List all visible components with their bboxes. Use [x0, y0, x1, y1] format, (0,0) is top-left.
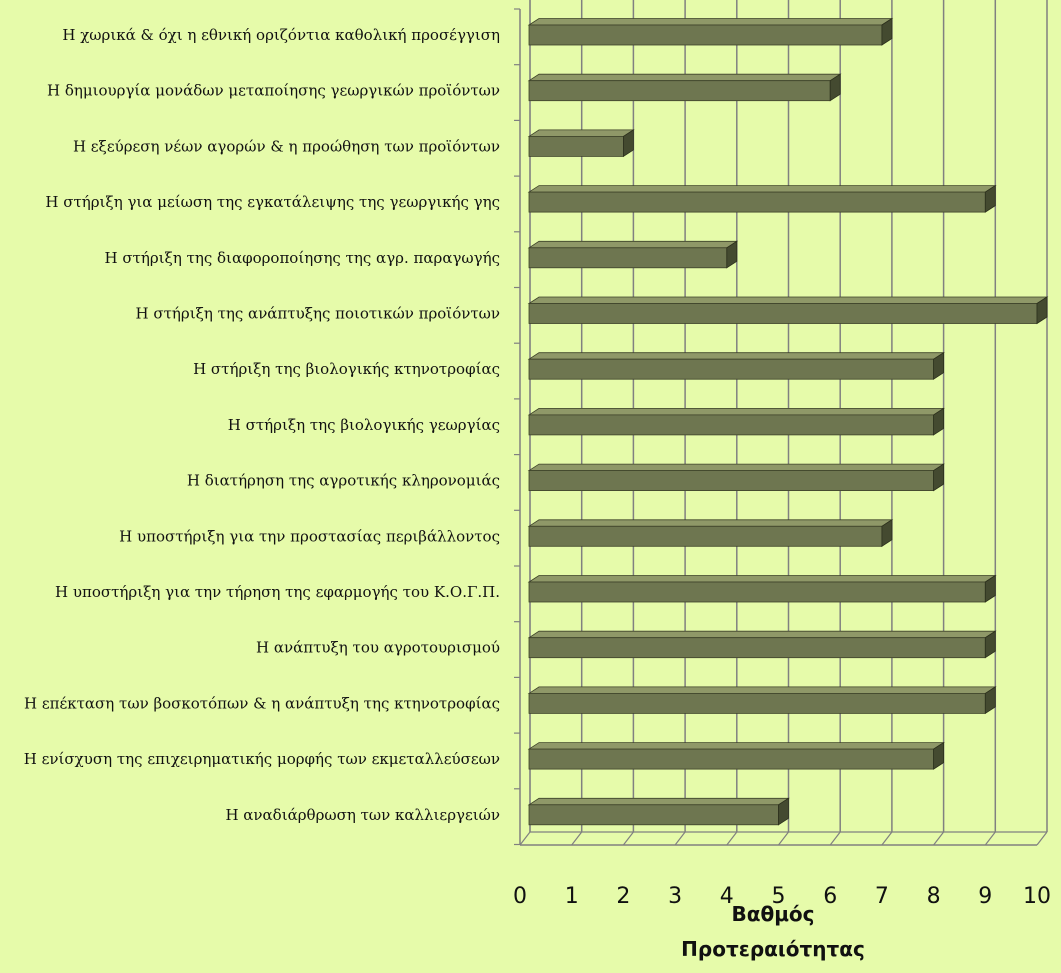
bar-9 [528, 525, 883, 547]
bar-14 [528, 804, 779, 826]
bar-11 [528, 637, 986, 659]
bar-side-13 [933, 741, 944, 770]
bar-side-5 [1036, 296, 1048, 325]
bar-side-14 [778, 797, 789, 826]
floor-gridline-1 [571, 831, 583, 846]
floor-gridline-5 [778, 831, 789, 846]
bar-10 [528, 581, 986, 603]
category-label-14: Η αναδιάρθρωση των καλλιεργειών [225, 806, 500, 824]
category-label-0: Η χωρικά & όχι η εθνική οριζόντια καθολι… [62, 26, 500, 44]
bar-side-6 [933, 351, 944, 380]
bar-side-1 [829, 73, 841, 102]
x-tick-label-4: 4 [720, 884, 734, 909]
bar-top-2 [527, 129, 635, 137]
floor-gridline-10 [1036, 831, 1048, 846]
floor-gridline-9 [984, 831, 996, 846]
bar-4 [528, 247, 728, 269]
floor-gridline-3 [674, 831, 686, 846]
bar-13 [528, 748, 935, 770]
bar-8 [528, 470, 935, 492]
bar-3 [528, 191, 986, 213]
x-tick-label-10: 10 [1023, 884, 1051, 909]
category-label-13: Η ενίσχυση της επιχειρηματικής μορφής τω… [24, 750, 500, 768]
bar-top-10 [527, 575, 997, 583]
bar-1 [528, 80, 831, 102]
bar-top-8 [527, 463, 945, 472]
bar-12 [528, 693, 986, 714]
x-tick-label-5: 5 [772, 884, 786, 909]
bar-7 [528, 414, 935, 436]
bar-side-8 [933, 463, 944, 492]
bar-2 [528, 135, 624, 157]
x-tick-label-2: 2 [616, 884, 630, 909]
bar-side-3 [984, 184, 996, 213]
x-tick-label-6: 6 [823, 884, 837, 909]
category-label-12: Η επέκταση των βοσκοτόπων & η ανάπτυξη τ… [24, 694, 500, 712]
bar-top-11 [527, 630, 997, 639]
bar-side-9 [881, 519, 893, 548]
category-label-10: Η υποστήριξη για την τήρηση της εφαρμογή… [55, 583, 500, 601]
bar-side-0 [881, 17, 893, 46]
bar-0 [528, 24, 883, 46]
bar-top-9 [527, 519, 894, 527]
bar-side-10 [984, 574, 996, 603]
bar-top-4 [527, 240, 739, 249]
category-label-4: Η στήριξη της διαφοροποίησης της αγρ. πα… [104, 249, 500, 267]
floor-gridline-6 [829, 831, 841, 846]
x-tick-label-1: 1 [565, 884, 579, 909]
bar-top-14 [527, 797, 790, 806]
bar-top-13 [527, 742, 945, 750]
x-tick-label-9: 9 [978, 884, 992, 909]
floor-gridline-8 [933, 831, 945, 846]
category-label-2: Η εξεύρεση νέων αγορών & η προώθηση των … [73, 137, 500, 155]
bar-top-12 [527, 686, 997, 694]
bar-side-12 [984, 686, 996, 715]
category-label-11: Η ανάπτυξη του αγροτουρισμού [256, 639, 500, 657]
bar-top-7 [527, 407, 945, 416]
category-label-9: Η υποστήριξη για την προστασίας περιβάλλ… [119, 527, 500, 545]
floor-gridline-4 [726, 831, 738, 846]
x-axis-title-line-1: Βαθμός [731, 902, 814, 926]
bar-top-5 [527, 296, 1049, 304]
bar-side-2 [623, 129, 634, 158]
bar-top-0 [527, 18, 894, 26]
floor-gridline-0 [519, 831, 531, 846]
x-tick-label-7: 7 [875, 884, 889, 909]
x-tick-label-3: 3 [668, 884, 682, 909]
x-axis-title-line-2: Προτεραιότητας [681, 937, 865, 961]
bar-6 [528, 358, 935, 380]
bar-5 [528, 303, 1038, 324]
category-label-8: Η διατήρηση της αγροτικής κληρονομιάς [187, 472, 500, 490]
floor-gridline-2 [622, 831, 634, 846]
category-label-3: Η στήριξη για μείωση της εγκατάλειψης τη… [45, 193, 500, 211]
category-label-6: Η στήριξη της βιολογικής κτηνοτροφίας [193, 360, 500, 378]
bar-side-4 [726, 240, 738, 269]
category-label-7: Η στήριξη της βιολογικής γεωργίας [228, 416, 500, 434]
floor-gridline-7 [881, 831, 893, 846]
category-label-1: Η δημιουργία μονάδων μεταποίησης γεωργικ… [47, 82, 500, 100]
x-tick-label-0: 0 [513, 884, 527, 909]
bar-side-11 [984, 630, 996, 659]
bar-top-1 [527, 73, 842, 82]
bar-side-7 [933, 407, 944, 436]
x-tick-label-8: 8 [927, 884, 941, 909]
bar-top-6 [527, 352, 945, 360]
bar-top-3 [527, 185, 997, 193]
category-label-5: Η στήριξη της ανάπτυξης ποιοτικών προϊόν… [136, 305, 500, 323]
